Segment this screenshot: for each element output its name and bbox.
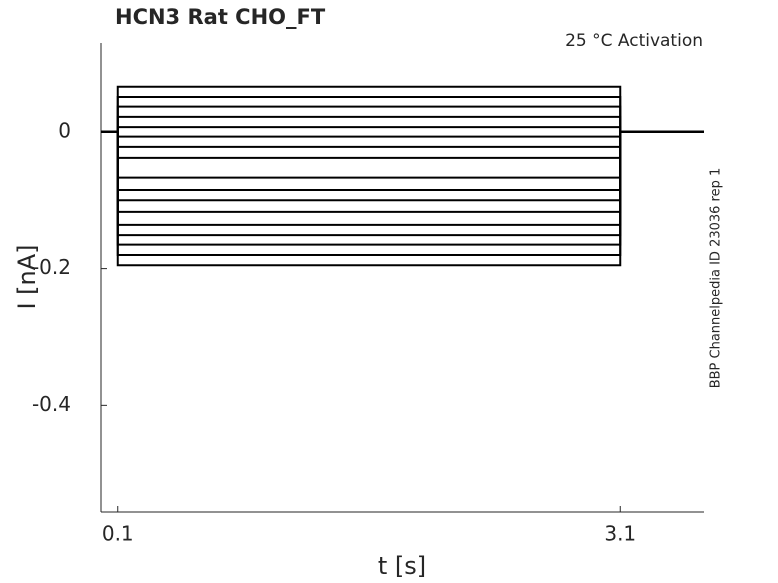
trace [101,130,704,191]
x-axis-label: t [s] [378,552,426,580]
trace [101,126,704,133]
y-tick-label: -0.2 [32,255,71,279]
trace [101,130,704,148]
trace [101,130,704,256]
y-tick-label: 0 [58,118,71,142]
x-tick-label: 3.1 [604,522,636,546]
trace [101,130,704,179]
trace [101,115,704,133]
x-tick-label: 0.1 [102,522,134,546]
trace [101,85,704,133]
y-axis-label: I [nA] [13,244,41,309]
side-note: BBP Channelpedia ID 23036 rep 1 [709,168,724,389]
trace [101,130,704,246]
trace [101,130,704,267]
annotation: 25 °C Activation [565,31,703,51]
y-tick-label: -0.4 [32,392,71,416]
trace [101,130,704,138]
chart-title: HCN3 Rat CHO_FT [115,5,326,29]
